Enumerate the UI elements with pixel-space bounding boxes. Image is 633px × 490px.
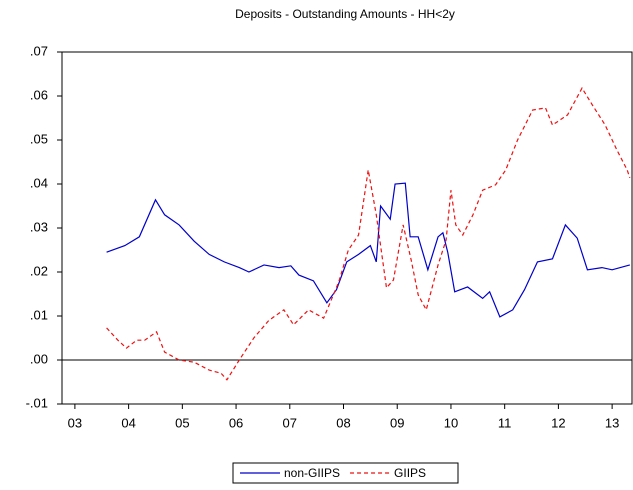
x-tick-label: 08	[336, 415, 350, 430]
series-line	[106, 182, 631, 318]
x-tick-label: 04	[121, 415, 135, 430]
y-tick-label: .05	[30, 131, 48, 146]
legend-label: non-GIIPS	[284, 466, 340, 480]
chart-title: Deposits - Outstanding Amounts - HH<2y	[235, 7, 455, 21]
plot-frame	[61, 51, 633, 405]
x-tick-label: 07	[283, 415, 297, 430]
legend-box	[232, 462, 459, 484]
series-line	[106, 86, 631, 381]
x-tick-label: 12	[551, 415, 565, 430]
x-tick-label: 11	[498, 415, 512, 430]
y-tick-label: -.01	[26, 395, 48, 410]
x-tick-label: 06	[229, 415, 243, 430]
x-tick-label: 10	[444, 415, 458, 430]
y-tick-label: .07	[30, 43, 48, 58]
x-tick-label: 03	[68, 415, 82, 430]
y-tick-label: .02	[30, 263, 48, 278]
y-tick-label: .00	[30, 351, 48, 366]
y-tick-label: .03	[30, 219, 48, 234]
y-tick-label: .06	[30, 87, 48, 102]
legend-label: GIIPS	[394, 466, 426, 480]
y-tick-label: .01	[30, 307, 48, 322]
x-tick-label: 09	[390, 415, 404, 430]
y-tick-label: .04	[30, 175, 48, 190]
x-tick-label: 05	[175, 415, 189, 430]
x-tick-label: 13	[605, 415, 619, 430]
